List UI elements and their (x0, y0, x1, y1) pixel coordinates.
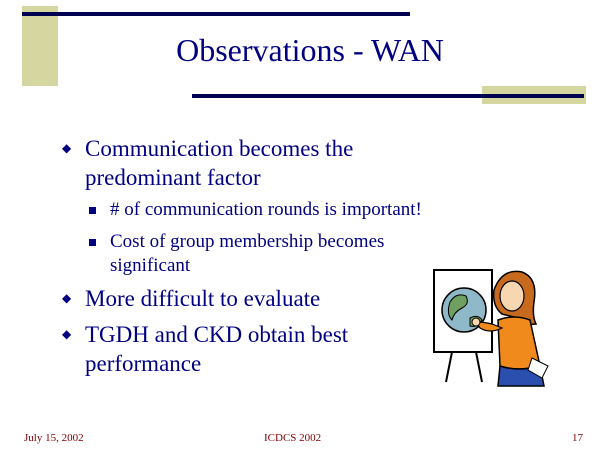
sub-bullet-text: # of communication rounds is important! (110, 199, 422, 220)
bullet-item: ◆ More difficult to evaluate (62, 284, 412, 313)
bullet-text: More difficult to evaluate (85, 286, 321, 311)
top-left-accent-block (22, 6, 58, 86)
footer-center-text: ICDCS 2002 (264, 432, 322, 444)
bullet-text: TGDH and CKD obtain best performance (85, 322, 349, 376)
bullet-text: Communication becomes the predominant fa… (85, 136, 354, 190)
teacher-globe-clipart-icon (433, 269, 549, 387)
square-bullet-icon (89, 239, 96, 246)
sub-bullet-item: # of communication rounds is important! (89, 198, 509, 222)
title-underline-rule (192, 94, 584, 98)
sub-bullet-item: Cost of group membership becomes signifi… (89, 230, 459, 278)
bullet-item: ◆ TGDH and CKD obtain best performance (62, 320, 412, 378)
page-number: 17 (572, 432, 583, 444)
diamond-bullet-icon: ◆ (62, 141, 72, 155)
diamond-bullet-icon: ◆ (62, 291, 72, 305)
slide-title: Observations - WAN (176, 32, 444, 68)
diamond-bullet-icon: ◆ (62, 327, 72, 341)
top-rule (22, 12, 410, 16)
square-bullet-icon (89, 207, 96, 214)
footer-date: July 15, 2002 (24, 432, 84, 444)
sub-bullet-text: Cost of group membership becomes signifi… (110, 231, 385, 276)
bullet-item: ◆ Communication becomes the predominant … (62, 134, 412, 192)
